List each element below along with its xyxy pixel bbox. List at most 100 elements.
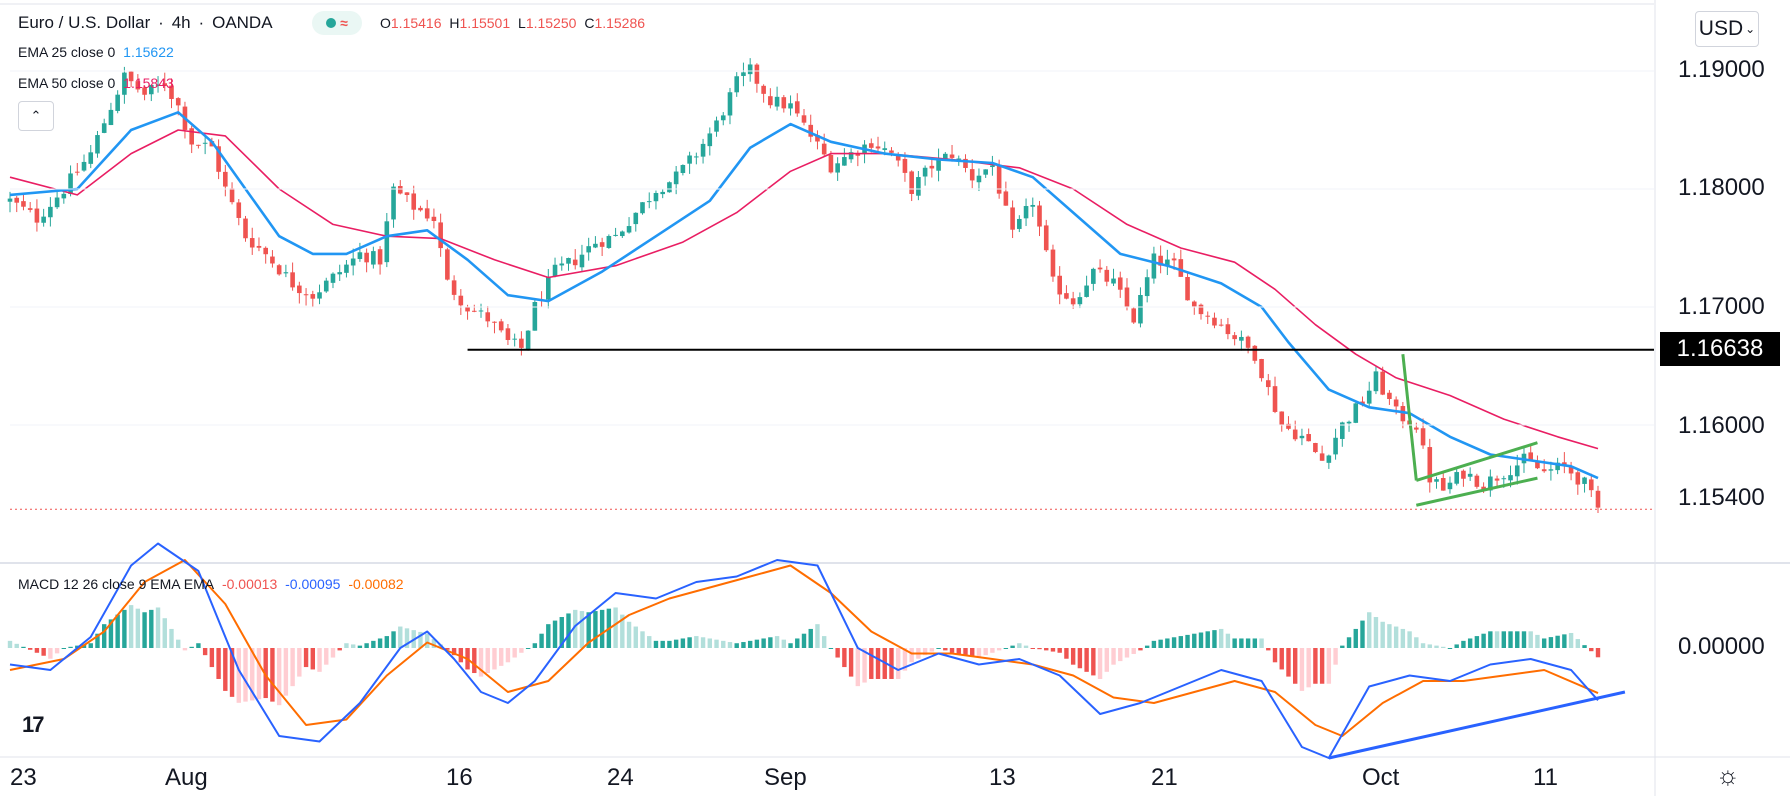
candle-body [344, 264, 349, 273]
candle-body [646, 201, 652, 203]
macd-histogram-bar [795, 638, 800, 648]
candle-body [350, 258, 356, 266]
macd-histogram-bar [1151, 640, 1157, 648]
macd-histogram-bar [48, 648, 53, 659]
macd-histogram-bar [633, 626, 638, 648]
candle-body [1366, 390, 1372, 404]
macd-histogram-bar [956, 648, 961, 654]
candle-body [1017, 218, 1022, 229]
ema25-legend[interactable]: EMA 25 close 0 1.15622 [18, 44, 178, 60]
macd-histogram-bar [936, 648, 941, 649]
macd-histogram-bar [1373, 617, 1379, 648]
candle-body [424, 208, 430, 219]
candle-body [774, 96, 780, 107]
candle-body [337, 272, 343, 275]
macd-histogram-bar [1582, 645, 1587, 648]
macd-histogram-bar [1070, 648, 1076, 665]
macd-histogram-bar [34, 648, 40, 653]
macd-legend[interactable]: MACD 12 26 close 9 EMA EMA -0.00013 -0.0… [18, 576, 408, 592]
candle-body [478, 310, 484, 312]
candle-body [1097, 267, 1103, 270]
macd-histogram-bar [1319, 648, 1325, 684]
candle-body [559, 263, 565, 266]
macd-histogram-bar [1044, 648, 1049, 651]
candle-body [1104, 269, 1110, 282]
macd-histogram-bar [1568, 632, 1574, 648]
candle-body [1292, 429, 1298, 440]
macd-histogram-bar [653, 640, 659, 648]
symbol-title[interactable]: Euro / U.S. Dollar [18, 13, 151, 32]
candle-body [1043, 225, 1049, 251]
candle-body [310, 294, 316, 299]
exchange-label: OANDA [212, 13, 273, 32]
candle-body [1299, 435, 1305, 439]
macd-histogram-bar [573, 609, 578, 648]
support-price-label[interactable]: 1.16638 [1660, 332, 1780, 366]
market-status-badge[interactable]: ≈ [312, 11, 362, 35]
candle-body [1333, 437, 1338, 455]
candle-body [1138, 295, 1143, 324]
candle-body [223, 171, 228, 187]
collapse-legend-button[interactable]: ⌃ [18, 101, 54, 131]
macd-histogram-bar [1225, 633, 1231, 648]
macd-histogram-bar [1299, 648, 1305, 691]
open-value: 1.15416 [390, 15, 442, 31]
candle-body [700, 143, 706, 157]
macd-histogram-bar [1037, 648, 1042, 650]
macd-histogram-bar [714, 639, 719, 648]
candle-body [1064, 293, 1069, 299]
macd-histogram-bar [996, 648, 1002, 651]
candle-body [1091, 268, 1096, 284]
candle-body [371, 251, 376, 265]
candle-body [7, 198, 13, 202]
symbol-legend[interactable]: Euro / U.S. Dollar · 4h · OANDA [18, 13, 277, 33]
macd-histogram-bar [1427, 644, 1432, 648]
currency-button[interactable]: USD ⌄ [1695, 11, 1759, 47]
macd-histogram-bar [1218, 628, 1224, 648]
candle-body [1555, 462, 1560, 471]
ema50-legend[interactable]: EMA 50 close 0 1.15843 [18, 75, 178, 91]
candle-body [1568, 466, 1574, 474]
macd-histogram-bar [700, 637, 706, 648]
candle-body [391, 186, 396, 220]
macd-histogram-bar [869, 648, 874, 679]
time-axis-label: Sep [764, 764, 807, 791]
macd-histogram-bar [128, 605, 134, 648]
candle-body [1575, 472, 1581, 485]
candle-body [471, 310, 477, 312]
macd-histogram-bar [680, 638, 686, 648]
candle-body [626, 226, 632, 233]
price-axis-label: 1.17000 [1678, 293, 1765, 320]
candle-body [243, 218, 248, 239]
tradingview-logo-icon[interactable]: 17 [22, 712, 45, 737]
chevron-down-icon: ⌄ [1745, 22, 1756, 36]
macd-histogram-bar [250, 648, 255, 701]
ema25-label: EMA 25 close 0 [18, 44, 116, 60]
price-axis-label: 1.16000 [1678, 412, 1765, 439]
interval-label[interactable]: 4h [171, 13, 191, 32]
candle-body [1313, 442, 1318, 453]
candle-body [1057, 275, 1062, 295]
candle-body [1306, 434, 1311, 442]
candle-body [95, 135, 100, 154]
candle-body [1050, 249, 1056, 277]
macd-histogram-bar [492, 648, 497, 670]
high-value: 1.15501 [459, 15, 511, 31]
macd-histogram-bar [142, 612, 147, 648]
macd-histogram-bar [862, 648, 867, 683]
candle-body [835, 163, 840, 173]
candle-body [1494, 478, 1500, 481]
macd-histogram-bar [1481, 633, 1486, 648]
candle-body [922, 167, 928, 177]
time-axis-label: 13 [989, 764, 1016, 791]
macd-histogram-bar [169, 628, 174, 648]
settings-icon[interactable]: ☼ [1716, 760, 1740, 790]
price-axis-label: 1.19000 [1678, 56, 1765, 83]
candle-body [1212, 317, 1217, 326]
low-value: 1.15250 [525, 15, 577, 31]
flag-pattern-pole [1401, 354, 1418, 481]
macd-histogram-bar [1077, 648, 1083, 669]
candle-body [162, 83, 168, 86]
candle-body [667, 182, 672, 193]
